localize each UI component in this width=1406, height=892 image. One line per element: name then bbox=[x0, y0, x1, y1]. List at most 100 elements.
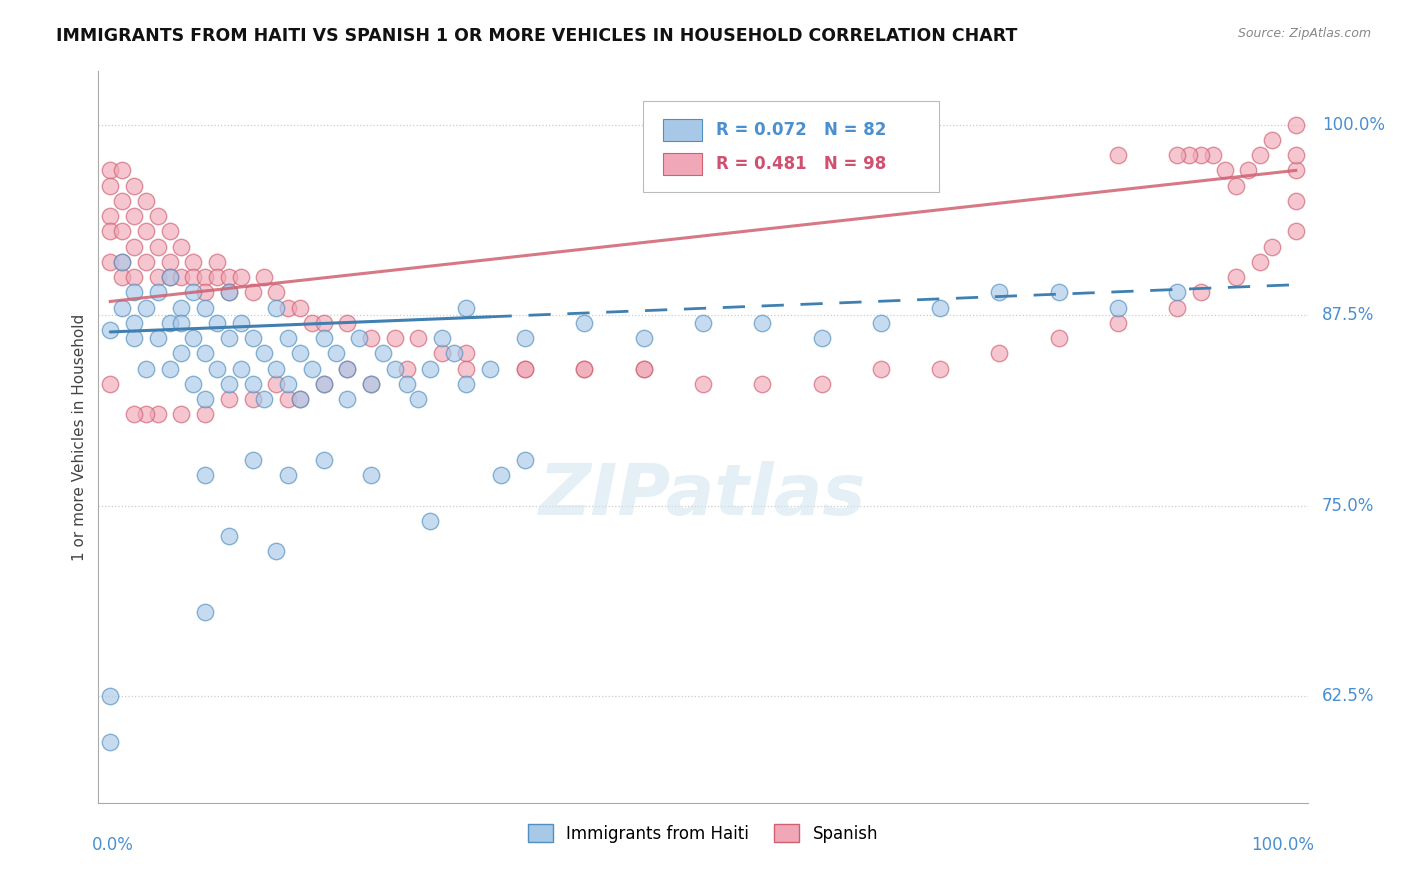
Point bbox=[98, 376, 121, 391]
Point bbox=[1261, 133, 1284, 147]
Point bbox=[111, 255, 134, 269]
Point bbox=[194, 270, 217, 285]
Point bbox=[242, 392, 264, 406]
Point bbox=[277, 392, 299, 406]
Point bbox=[122, 285, 145, 300]
Text: 75.0%: 75.0% bbox=[1322, 497, 1375, 515]
Point bbox=[1166, 285, 1188, 300]
Point bbox=[159, 270, 181, 285]
Point bbox=[218, 270, 240, 285]
Point bbox=[869, 316, 891, 330]
Point bbox=[111, 224, 134, 238]
Point bbox=[312, 376, 335, 391]
Point bbox=[288, 301, 311, 315]
Point bbox=[146, 407, 169, 421]
Point bbox=[454, 376, 477, 391]
Point bbox=[218, 331, 240, 345]
Point bbox=[419, 514, 441, 528]
Point bbox=[312, 376, 335, 391]
Point bbox=[810, 376, 832, 391]
Point bbox=[1285, 224, 1308, 238]
Point bbox=[159, 224, 181, 238]
Point bbox=[194, 301, 217, 315]
Point bbox=[1285, 148, 1308, 162]
Point bbox=[1225, 178, 1247, 193]
Point bbox=[205, 255, 228, 269]
Text: ZIPatlas: ZIPatlas bbox=[540, 461, 866, 530]
Point bbox=[277, 468, 299, 483]
Point bbox=[1202, 148, 1225, 162]
Point bbox=[443, 346, 465, 360]
Point bbox=[336, 316, 359, 330]
Point bbox=[574, 316, 596, 330]
Point bbox=[135, 361, 157, 376]
Point bbox=[869, 361, 891, 376]
Point bbox=[146, 331, 169, 345]
Point bbox=[633, 361, 655, 376]
Point bbox=[264, 544, 287, 558]
Point bbox=[205, 361, 228, 376]
Text: IMMIGRANTS FROM HAITI VS SPANISH 1 OR MORE VEHICLES IN HOUSEHOLD CORRELATION CHA: IMMIGRANTS FROM HAITI VS SPANISH 1 OR MO… bbox=[56, 27, 1018, 45]
Point bbox=[419, 361, 441, 376]
Text: R = 0.072   N = 82: R = 0.072 N = 82 bbox=[716, 121, 887, 139]
Point bbox=[146, 285, 169, 300]
Point bbox=[242, 453, 264, 467]
Point bbox=[159, 316, 181, 330]
Point bbox=[194, 605, 217, 619]
Point bbox=[1285, 163, 1308, 178]
Point bbox=[229, 270, 252, 285]
Point bbox=[194, 468, 217, 483]
Text: 0.0%: 0.0% bbox=[93, 836, 134, 854]
Point bbox=[478, 361, 501, 376]
Point bbox=[229, 316, 252, 330]
Point bbox=[360, 376, 382, 391]
Point bbox=[194, 285, 217, 300]
Point bbox=[454, 301, 477, 315]
Point bbox=[574, 361, 596, 376]
Point bbox=[395, 361, 418, 376]
Point bbox=[1261, 239, 1284, 253]
Point bbox=[288, 392, 311, 406]
Text: 100.0%: 100.0% bbox=[1322, 116, 1385, 134]
Point bbox=[111, 194, 134, 208]
Point bbox=[408, 331, 430, 345]
Point bbox=[242, 285, 264, 300]
Point bbox=[253, 392, 276, 406]
Point bbox=[242, 331, 264, 345]
Point bbox=[1213, 163, 1236, 178]
Bar bbox=[664, 153, 702, 175]
Point bbox=[122, 178, 145, 193]
Point bbox=[229, 361, 252, 376]
Point bbox=[135, 194, 157, 208]
Point bbox=[1249, 255, 1271, 269]
Point bbox=[159, 361, 181, 376]
Point bbox=[988, 285, 1011, 300]
Point bbox=[301, 361, 323, 376]
Point bbox=[194, 407, 217, 421]
Point bbox=[135, 255, 157, 269]
Point bbox=[336, 361, 359, 376]
Text: 100.0%: 100.0% bbox=[1250, 836, 1313, 854]
Point bbox=[312, 331, 335, 345]
Point bbox=[135, 407, 157, 421]
Point bbox=[1285, 194, 1308, 208]
Bar bbox=[664, 119, 702, 141]
Point bbox=[170, 346, 193, 360]
Point bbox=[170, 316, 193, 330]
Point bbox=[205, 270, 228, 285]
Point bbox=[633, 361, 655, 376]
Point bbox=[1047, 285, 1070, 300]
Point bbox=[312, 316, 335, 330]
Point bbox=[336, 392, 359, 406]
Point bbox=[122, 209, 145, 223]
Point bbox=[810, 331, 832, 345]
Point bbox=[111, 301, 134, 315]
Point bbox=[432, 346, 454, 360]
Point bbox=[1249, 148, 1271, 162]
Point bbox=[574, 361, 596, 376]
Point bbox=[98, 689, 121, 703]
Point bbox=[360, 376, 382, 391]
Point bbox=[277, 301, 299, 315]
Point bbox=[988, 346, 1011, 360]
Point bbox=[122, 407, 145, 421]
